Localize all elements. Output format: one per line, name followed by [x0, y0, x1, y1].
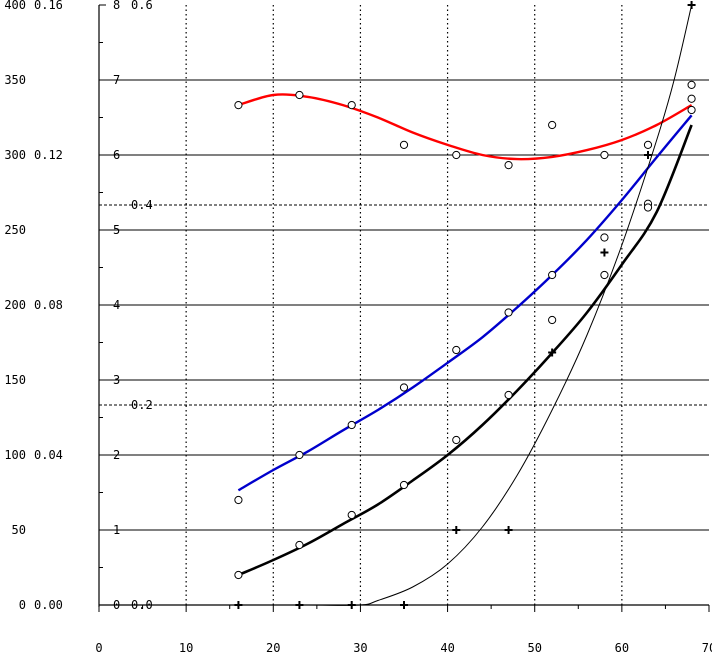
- data-point-circle-series-2: [399, 383, 409, 392]
- y-tick-label-axis-1: 200: [4, 298, 26, 312]
- y-tick-label-axis-3: 0: [113, 598, 120, 612]
- y-tick-label-axis-2: 0.08: [34, 298, 63, 312]
- grid: [99, 5, 709, 605]
- x-tick-label: 0: [95, 641, 102, 655]
- x-tick-label: 60: [615, 641, 629, 655]
- y-tick-label-axis-1: 250: [4, 223, 26, 237]
- data-point-circle-series-3: [347, 510, 356, 520]
- y-tick-label-axis-3: 1: [113, 523, 120, 537]
- data-point-plus-series-4: [295, 601, 304, 609]
- data-point-circle-series-3: [399, 480, 409, 490]
- data-point-circle-series-1: [452, 150, 461, 160]
- fit-line-series-4: [238, 4, 693, 606]
- data-point-circle-series-1: [234, 101, 243, 110]
- y-tick-label-axis-3: 6: [113, 148, 120, 162]
- y-tick-label-axis-1: 50: [12, 523, 26, 537]
- x-tick-label: 10: [179, 641, 193, 655]
- y-tick-label-axis-2: 0.12: [34, 148, 63, 162]
- data-point-circle-series-1: [643, 140, 653, 149]
- y-tick-label-axis-1: 100: [4, 448, 26, 462]
- data-point-plus-series-4: [687, 1, 696, 9]
- y-tick-label-axis-1: 350: [4, 73, 26, 87]
- data-point-circle-series-2: [452, 345, 461, 355]
- data-point-circle-series-1: [687, 80, 696, 89]
- data-point-circle-series-1: [504, 161, 513, 170]
- data-point-plus-series-4: [452, 526, 461, 534]
- y-tick-label-axis-3: 7: [113, 73, 120, 87]
- y-tick-label-axis-3: 3: [113, 373, 120, 387]
- x-tick-label: 40: [440, 641, 454, 655]
- y-tick-label-axis-4: 0.0: [131, 598, 153, 612]
- data-point-circle-series-2: [347, 420, 356, 430]
- y-tick-label-axis-1: 300: [4, 148, 26, 162]
- y-tick-label-axis-2: 0.00: [34, 598, 63, 612]
- tick-labels: 0102030405060700501001502002503003504000…: [4, 0, 712, 655]
- data-point-plus-series-4: [504, 526, 513, 534]
- y-tick-label-axis-3: 2: [113, 448, 120, 462]
- data-point-circle-series-2: [295, 450, 304, 460]
- data-point-circle-series-2: [234, 495, 243, 505]
- data-point-circle-series-1: [600, 150, 609, 160]
- data-point-circle-series-3: [643, 203, 653, 212]
- data-point-circle-series-2: [504, 308, 513, 317]
- x-tick-label: 50: [527, 641, 541, 655]
- data-point-plus-series-4: [644, 151, 652, 159]
- y-tick-label-axis-2: 0.16: [34, 0, 63, 12]
- fit-line-series-1: [238, 93, 693, 161]
- x-tick-label: 70: [702, 641, 712, 655]
- y-tick-label-axis-4: 0.6: [131, 0, 153, 12]
- y-tick-label-axis-3: 5: [113, 223, 120, 237]
- y-tick-label-axis-2: 0.04: [34, 448, 63, 462]
- data-points: [234, 1, 696, 609]
- data-point-circle-series-2: [600, 233, 609, 242]
- y-tick-label-axis-1: 150: [4, 373, 26, 387]
- data-point-plus-series-4: [548, 348, 557, 357]
- data-point-circle-series-1: [399, 140, 409, 149]
- y-tick-label-axis-3: 8: [113, 0, 120, 12]
- data-point-circle-series-3: [600, 270, 609, 280]
- data-point-plus-series-4: [400, 601, 408, 609]
- data-point-circle-series-3: [234, 570, 243, 580]
- fit-line-series-3: [237, 124, 693, 577]
- data-point-circle-series-3: [687, 105, 696, 115]
- data-point-plus-series-4: [347, 601, 356, 609]
- data-point-circle-series-3: [548, 315, 557, 325]
- data-point-plus-series-4: [600, 248, 609, 257]
- axes: [98, 4, 710, 612]
- y-tick-label-axis-1: 0: [19, 598, 26, 612]
- data-point-circle-series-2: [548, 270, 557, 280]
- data-point-circle-series-3: [295, 540, 304, 550]
- data-point-circle-series-1: [347, 101, 356, 110]
- data-point-circle-series-1: [295, 90, 304, 100]
- y-tick-label-axis-1: 400: [4, 0, 26, 12]
- x-tick-label: 30: [353, 641, 367, 655]
- y-tick-label-axis-4: 0.4: [131, 198, 153, 212]
- fit-line-series-2: [237, 114, 693, 492]
- data-point-circle-series-3: [452, 435, 461, 445]
- x-tick-label: 20: [266, 641, 280, 655]
- data-point-circle-series-3: [504, 390, 513, 400]
- data-point-plus-series-4: [234, 601, 243, 609]
- fit-lines: [237, 4, 693, 606]
- y-tick-label-axis-3: 4: [113, 298, 120, 312]
- data-point-circle-series-1: [548, 120, 557, 130]
- y-tick-label-axis-4: 0.2: [131, 398, 153, 412]
- data-point-circle-series-2: [687, 94, 696, 103]
